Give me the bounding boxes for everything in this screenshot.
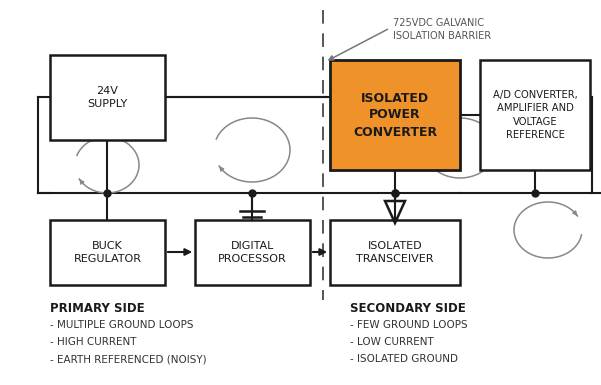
Text: DIGITAL
PROCESSOR: DIGITAL PROCESSOR — [218, 241, 287, 264]
Text: - HIGH CURRENT: - HIGH CURRENT — [50, 337, 136, 347]
Bar — [50, 55, 165, 140]
Text: SECONDARY SIDE: SECONDARY SIDE — [350, 302, 466, 315]
Text: - FEW GROUND LOOPS: - FEW GROUND LOOPS — [350, 320, 468, 330]
Text: ISOLATED
TRANSCEIVER: ISOLATED TRANSCEIVER — [356, 241, 434, 264]
Text: A/D CONVERTER,
AMPLIFIER AND
VOLTAGE
REFERENCE: A/D CONVERTER, AMPLIFIER AND VOLTAGE REF… — [493, 90, 578, 140]
Text: - LOW CURRENT: - LOW CURRENT — [350, 337, 434, 347]
Text: PRIMARY SIDE: PRIMARY SIDE — [50, 302, 145, 315]
Bar — [330, 220, 460, 285]
Text: - EARTH REFERENCED (NOISY): - EARTH REFERENCED (NOISY) — [50, 354, 207, 364]
Bar — [50, 220, 165, 285]
Text: - MULTIPLE GROUND LOOPS: - MULTIPLE GROUND LOOPS — [50, 320, 194, 330]
Text: ISOLATED
POWER
CONVERTER: ISOLATED POWER CONVERTER — [353, 92, 437, 139]
Bar — [330, 60, 460, 170]
Text: - ISOLATED GROUND: - ISOLATED GROUND — [350, 354, 458, 364]
Text: 24V
SUPPLY: 24V SUPPLY — [87, 86, 127, 109]
Text: 725VDC GALVANIC
ISOLATION BARRIER: 725VDC GALVANIC ISOLATION BARRIER — [393, 18, 491, 41]
Text: BUCK
REGULATOR: BUCK REGULATOR — [73, 241, 141, 264]
Bar — [480, 60, 590, 170]
Bar — [195, 220, 310, 285]
